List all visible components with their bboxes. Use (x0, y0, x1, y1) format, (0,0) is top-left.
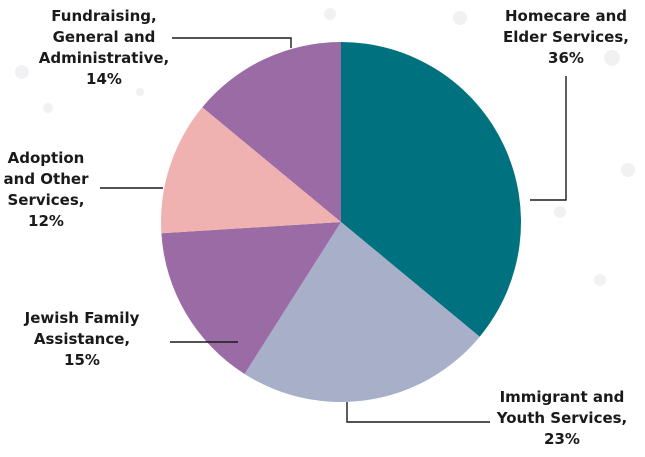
slice-label-4-line-2: Administrative, (39, 49, 170, 67)
slice-labels: Homecare and Elder Services, 36% Immigrant … (4, 7, 629, 448)
slice-label-0: Homecare and Elder Services, 36% (503, 7, 629, 67)
slice-label-2-line-0: Jewish Family (24, 309, 140, 327)
bubble-4 (621, 163, 635, 177)
slice-label-3-line-2: Services, (8, 191, 85, 209)
slice-label-3-line-3: 12% (28, 212, 64, 230)
bubble-3 (604, 50, 620, 66)
slice-label-1-line-2: 23% (544, 430, 580, 448)
leader-line-1 (346, 402, 490, 423)
slice-label-0-line-2: 36% (548, 49, 584, 67)
bubble-2 (453, 11, 467, 25)
background-decoration (15, 8, 635, 286)
leader-line-0 (530, 76, 567, 201)
bubble-7 (43, 103, 53, 113)
pie-slice-1 (244, 222, 480, 403)
slice-label-1-line-0: Immigrant and (500, 388, 625, 406)
slice-label-2-line-2: 15% (64, 351, 100, 369)
slice-label-4: Fundraising, General and Administrative, 14… (39, 7, 170, 88)
slice-label-4-line-3: 14% (86, 70, 122, 88)
slice-label-1: Immigrant and Youth Services, 23% (496, 388, 628, 448)
pie-slice-0 (341, 42, 522, 337)
pie-slice-2 (161, 222, 341, 374)
leader-line-4 (172, 37, 292, 48)
slice-label-4-line-1: General and (53, 28, 156, 46)
bubble-8 (136, 88, 144, 96)
slice-label-2: Jewish Family Assistance, 15% (24, 309, 140, 369)
bubble-6 (594, 274, 606, 286)
pie-slice-3 (161, 107, 341, 234)
bubble-1 (324, 8, 336, 20)
slice-label-0-line-1: Elder Services, (503, 28, 629, 46)
pie-slices (161, 42, 522, 403)
slice-label-2-line-1: Assistance, (34, 330, 130, 348)
pie-slice-4 (202, 42, 341, 222)
bubble-5 (554, 206, 566, 218)
slice-label-3: Adoption and Other Services, 12% (4, 149, 90, 230)
slice-label-3-line-1: and Other (4, 170, 90, 188)
slice-label-3-line-0: Adoption (8, 149, 85, 167)
bubble-0 (15, 65, 29, 79)
slice-label-0-line-0: Homecare and (505, 7, 627, 25)
slice-label-1-line-1: Youth Services, (496, 409, 628, 427)
slice-label-4-line-0: Fundraising, (51, 7, 156, 25)
leader-lines (100, 37, 567, 423)
